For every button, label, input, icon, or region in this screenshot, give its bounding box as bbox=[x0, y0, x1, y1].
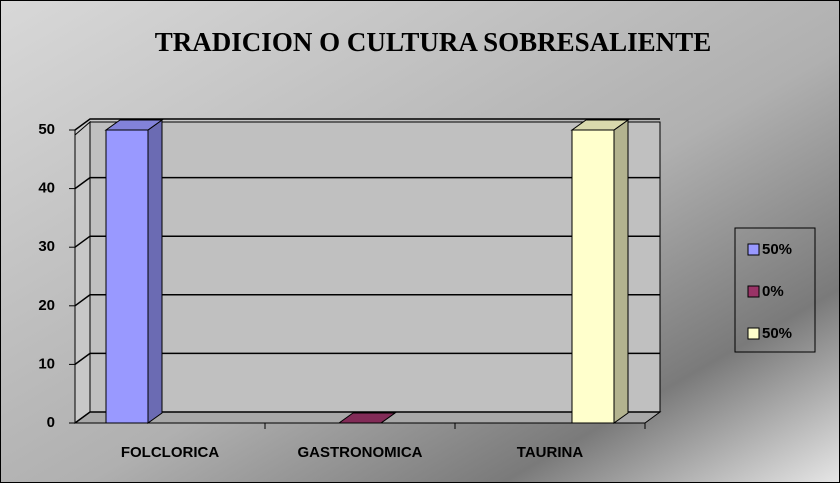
bar bbox=[570, 119, 630, 424]
bar-side bbox=[613, 119, 629, 424]
y-tick-label: 30 bbox=[38, 238, 55, 255]
bar bbox=[337, 412, 397, 424]
legend-label: 50% bbox=[762, 241, 792, 258]
legend-label: 0% bbox=[762, 283, 784, 300]
bar bbox=[104, 119, 164, 424]
y-tick-label: 50 bbox=[38, 121, 55, 138]
y-tick-label: 0 bbox=[47, 414, 55, 431]
bar-top bbox=[337, 412, 397, 424]
grid-line bbox=[74, 176, 660, 190]
grid-line bbox=[74, 411, 660, 424]
back-wall bbox=[89, 121, 661, 413]
y-tick-label: 10 bbox=[38, 355, 55, 372]
x-tick-label: FOLCLORICA bbox=[121, 444, 219, 461]
bar-front bbox=[105, 129, 149, 424]
grid-line bbox=[74, 294, 660, 307]
legend-label: 50% bbox=[762, 325, 792, 342]
bar-front bbox=[571, 129, 615, 424]
chart-title: TRADICION O CULTURA SOBRESALIENTE bbox=[155, 27, 711, 57]
legend-swatch bbox=[747, 327, 760, 340]
x-tick-label: TAURINA bbox=[517, 444, 584, 461]
bar-top bbox=[104, 119, 164, 131]
side-wall bbox=[74, 120, 91, 424]
legend-swatch bbox=[747, 285, 760, 298]
grid-line bbox=[74, 352, 660, 366]
y-tick-label: 40 bbox=[38, 180, 55, 197]
x-tick-label: GASTRONOMICA bbox=[298, 444, 423, 461]
grid-line bbox=[74, 118, 660, 131]
bar-side bbox=[147, 119, 163, 424]
legend-swatch bbox=[747, 243, 760, 256]
legend bbox=[734, 227, 816, 353]
bar-top bbox=[570, 119, 630, 131]
grid-line bbox=[74, 235, 660, 248]
y-tick-label: 20 bbox=[38, 297, 55, 314]
